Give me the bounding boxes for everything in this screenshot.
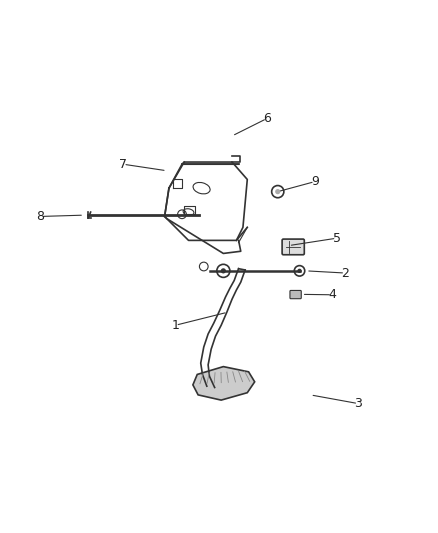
Text: 1: 1 — [172, 319, 180, 332]
Circle shape — [275, 189, 280, 194]
Polygon shape — [193, 367, 254, 400]
FancyBboxPatch shape — [282, 239, 304, 255]
Text: 6: 6 — [263, 112, 271, 125]
Text: 5: 5 — [332, 232, 340, 245]
Circle shape — [221, 268, 226, 273]
Circle shape — [297, 269, 302, 273]
Text: 2: 2 — [341, 266, 349, 279]
Text: 9: 9 — [311, 175, 319, 188]
Text: 3: 3 — [354, 397, 362, 410]
Text: 8: 8 — [36, 210, 45, 223]
Text: 4: 4 — [328, 288, 336, 301]
FancyBboxPatch shape — [290, 290, 301, 298]
Text: 7: 7 — [119, 158, 127, 171]
